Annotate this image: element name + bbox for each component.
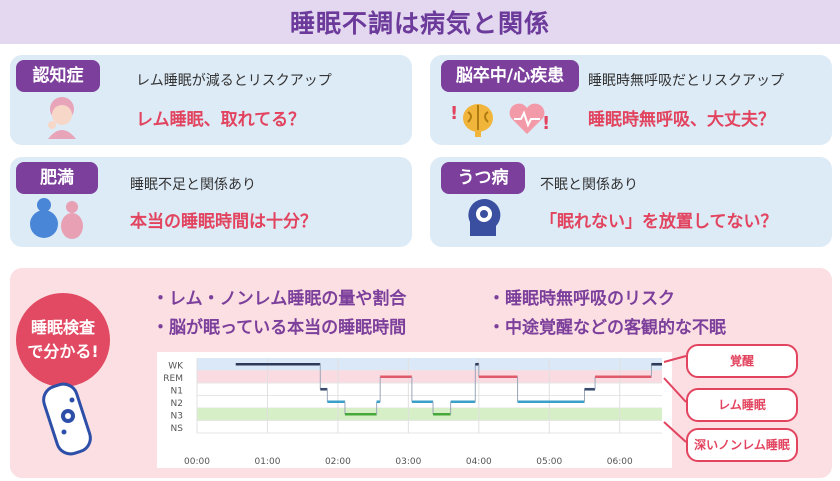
x-tick-label: 05:00 — [536, 457, 562, 467]
header-banner: 睡眠不調は病気と関係 — [0, 0, 840, 44]
y-tick-label: N2 — [171, 399, 183, 409]
card-stroke-question: 睡眠時無呼吸、大丈夫？ — [588, 110, 775, 130]
callout-deep-nrem: 深いノンレム睡眠 — [686, 428, 798, 462]
benefit-insomnia: ・中途覚醒などの客観的な不眠 — [488, 318, 726, 338]
card-obesity-question: 本当の睡眠時間は十分？ — [130, 212, 317, 232]
sleep-exam-label-line2: で分かる! — [27, 342, 99, 361]
alert-icon: ! — [542, 113, 551, 134]
x-tick-label: 06:00 — [607, 457, 633, 467]
tag-stroke: 脳卒中/心疾患 — [441, 60, 579, 92]
alert-icon: ! — [450, 103, 459, 124]
x-tick-label: 01:00 — [254, 457, 280, 467]
benefit-apnea-risk: ・睡眠時無呼吸のリスク — [488, 289, 675, 309]
x-tick-label: 00:00 — [184, 457, 210, 467]
brain-icon — [463, 104, 493, 137]
benefit-true-sleep-time: ・脳が眠っている本当の睡眠時間 — [152, 318, 407, 338]
tag-depression: うつ病 — [441, 162, 525, 194]
card-obesity-subtitle: 睡眠不足と関係あり — [130, 177, 256, 193]
y-tick-label: NS — [171, 424, 184, 434]
tag-dementia: 認知症 — [16, 60, 100, 92]
card-stroke-subtitle: 睡眠時無呼吸だとリスクアップ — [588, 73, 784, 89]
card-dementia-subtitle: レム睡眠が減るとリスクアップ — [136, 73, 332, 89]
stage-band — [197, 370, 662, 383]
y-tick-label: N3 — [171, 411, 183, 421]
card-depression-subtitle: 不眠と関係あり — [540, 177, 638, 193]
hypnogram-svg: WK REM N1 N2 N3 NS 00:00 01:00 02:00 03:00 04:00 05… — [163, 358, 662, 467]
sleep-exam-label-line1: 睡眠検査 — [30, 318, 95, 337]
y-tick-label: WK — [168, 361, 184, 371]
overweight-people-icon — [30, 198, 83, 239]
sleep-exam-badge: 睡眠検査 で分かる! — [16, 293, 110, 387]
y-tick-label: N1 — [171, 386, 183, 396]
card-depression-question: 「眠れない」を放置してない？ — [540, 212, 778, 232]
callout-awake: 覚醒 — [686, 344, 798, 378]
x-tick-label: 04:00 — [466, 457, 492, 467]
stage-band — [197, 358, 662, 371]
head-worry-icon — [468, 198, 501, 236]
callout-pointer-lines — [663, 355, 687, 443]
x-tick-label: 02:00 — [325, 457, 351, 467]
callout-rem: レム睡眠 — [686, 388, 798, 422]
heart-icon — [509, 103, 545, 134]
tag-obesity: 肥満 — [16, 162, 98, 194]
page-title: 睡眠不調は病気と関係 — [289, 9, 550, 38]
stage-band — [197, 408, 662, 421]
sleep-monitor-device-icon — [42, 382, 92, 456]
hypnogram-chart: WK REM N1 N2 N3 NS 00:00 01:00 02:00 03:00 04:00 05… — [157, 352, 672, 468]
benefit-rem-ratio: ・レム・ノンレム睡眠の量や割合 — [152, 289, 407, 309]
x-tick-label: 03:00 — [395, 457, 421, 467]
card-dementia-question: レム睡眠、取れてる？ — [136, 110, 306, 130]
elderly-person-icon — [48, 97, 76, 139]
y-tick-label: REM — [163, 374, 183, 384]
